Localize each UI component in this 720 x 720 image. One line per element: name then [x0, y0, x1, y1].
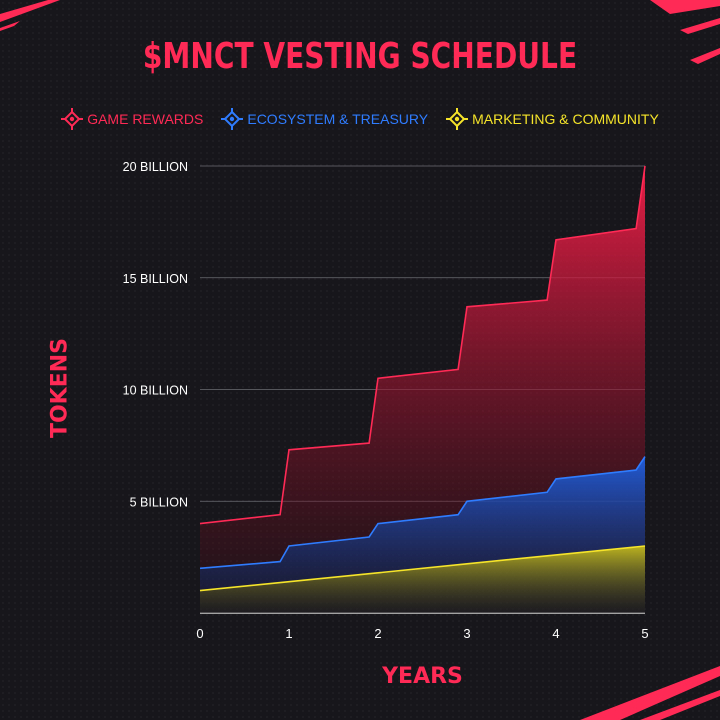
chart-title: $MNCT VESTING SCHEDULE: [142, 36, 578, 77]
corner-streaks-bottom-right: [580, 666, 720, 720]
series-line: [199, 456, 646, 570]
y-axis-label: TOKENS: [47, 337, 73, 439]
diamond-target-icon: [446, 108, 469, 130]
y-tick-label: 5 BILLION: [130, 495, 188, 509]
x-tick-label: 3: [463, 626, 470, 641]
legend-label: MARKETING & COMMUNITY: [472, 111, 659, 127]
x-axis-label: YEARS: [382, 664, 463, 689]
x-tick-label: 1: [285, 626, 292, 641]
x-tick-label: 2: [374, 626, 381, 641]
legend: GAME REWARDS ECOSYSTEM & TREASURY MARKETIN…: [0, 108, 720, 130]
y-tick-label: 20 BILLION: [123, 160, 188, 174]
legend-item: MARKETING & COMMUNITY: [446, 108, 659, 130]
legend-item: GAME REWARDS: [61, 108, 203, 130]
series-line: [199, 545, 646, 592]
diamond-target-icon: [61, 108, 84, 130]
y-tick-label: 15 BILLION: [123, 272, 188, 286]
x-tick-label: 5: [641, 626, 648, 641]
diamond-target-icon: [221, 108, 244, 130]
legend-label: ECOSYSTEM & TREASURY: [247, 111, 429, 127]
corner-streaks-top-right: [650, 0, 720, 64]
x-tick-label: 0: [196, 626, 203, 641]
legend-label: GAME REWARDS: [87, 111, 204, 127]
x-tick-label: 4: [552, 626, 559, 641]
series-line: [199, 165, 646, 525]
corner-streaks-top-left: [0, 0, 60, 31]
series-area: [200, 546, 645, 613]
legend-item: ECOSYSTEM & TREASURY: [221, 108, 428, 130]
y-tick-label: 10 BILLION: [123, 384, 188, 398]
